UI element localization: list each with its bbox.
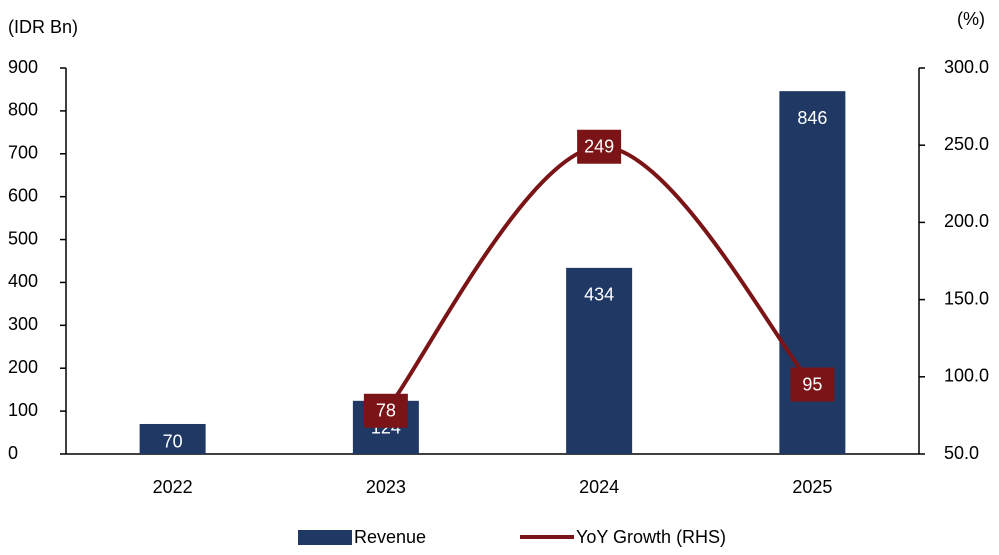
y-tick-label: 100 xyxy=(8,400,38,420)
y-tick-label: 900 xyxy=(8,57,38,77)
y2-tick-label: 150.0 xyxy=(944,288,989,308)
y-tick-label: 800 xyxy=(8,100,38,120)
y-axis-label: (IDR Bn) xyxy=(8,17,78,37)
line-label-box xyxy=(790,367,835,402)
x-tick-label: 2022 xyxy=(153,477,193,497)
bar-value-label: 846 xyxy=(797,108,827,128)
y2-tick-label: 200.0 xyxy=(944,211,989,231)
y2-tick-label: 300.0 xyxy=(944,57,989,77)
y-tick-label: 300 xyxy=(8,314,38,334)
y-tick-label: 700 xyxy=(8,143,38,163)
x-tick-label: 2023 xyxy=(366,477,406,497)
x-tick-label: 2025 xyxy=(792,477,832,497)
y2-axis-label: (%) xyxy=(957,9,985,29)
line-label-box xyxy=(577,129,622,164)
line-label-box xyxy=(363,393,408,428)
line-value-label: 95 xyxy=(802,374,822,394)
y-tick-label: 500 xyxy=(8,228,38,248)
y-tick-label: 0 xyxy=(8,443,18,463)
y2-tick-label: 50.0 xyxy=(944,443,979,463)
y-tick-label: 400 xyxy=(8,271,38,291)
y2-tick-label: 100.0 xyxy=(944,366,989,386)
line-value-label: 78 xyxy=(376,401,396,421)
y-tick-label: 200 xyxy=(8,357,38,377)
bar xyxy=(566,267,633,454)
bar xyxy=(139,423,206,454)
x-tick-label: 2024 xyxy=(579,477,619,497)
legend-label: YoY Growth (RHS) xyxy=(576,527,726,547)
line-value-label: 249 xyxy=(584,136,614,156)
y-tick-label: 600 xyxy=(8,185,38,205)
y2-tick-label: 250.0 xyxy=(944,134,989,154)
legend-label: Revenue xyxy=(354,527,426,547)
bar-value-label: 434 xyxy=(584,285,614,305)
bar-value-label: 70 xyxy=(163,432,183,452)
legend-swatch xyxy=(298,530,352,545)
